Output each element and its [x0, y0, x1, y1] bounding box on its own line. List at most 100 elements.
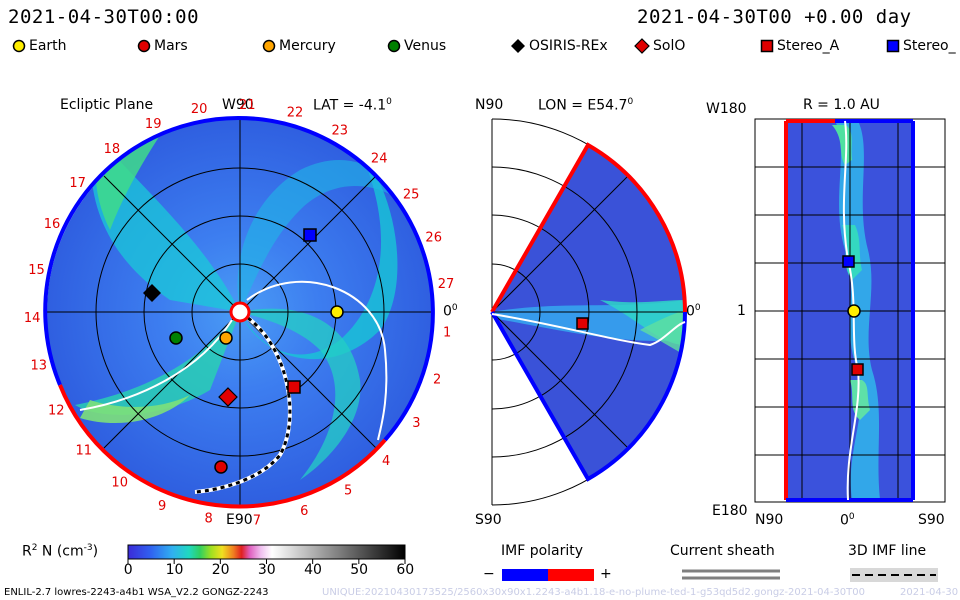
- stereo-a-meridional-marker: [576, 317, 589, 330]
- footer-meta: UNIQUE:20210430173525/2560x30x90x1.2243-…: [322, 587, 865, 598]
- current-sheath-title: Current sheath: [670, 543, 775, 559]
- legend-label: Earth: [29, 38, 67, 54]
- ecliptic-lat-label: LAT = -4.10: [313, 97, 392, 114]
- sector-number: 15: [28, 263, 45, 278]
- right-r-label: R = 1.0 AU: [803, 97, 880, 113]
- sector-number: 27: [438, 277, 455, 292]
- imf-pos-bar: [548, 569, 594, 581]
- earth-marker-icon: [12, 39, 26, 53]
- mars-ecliptic-marker: [214, 460, 228, 474]
- legend-osiris-rex: OSIRIS-REx: [510, 38, 608, 54]
- legend-mercury: Mercury: [262, 38, 336, 54]
- right-x-tick-0: 00: [840, 512, 855, 529]
- colorbar-tick-label: 30: [257, 562, 276, 578]
- colorbar-tick-label: 60: [396, 562, 415, 578]
- stereo-a-marker-icon: [760, 39, 774, 53]
- mars-marker-icon: [137, 39, 151, 53]
- stereo-a-r1au-marker: [851, 363, 864, 376]
- ecliptic-title: Ecliptic Plane: [60, 97, 154, 113]
- sector-number: 5: [344, 484, 352, 499]
- osiris-rex-ecliptic-marker: [143, 284, 161, 302]
- imf-polarity-title: IMF polarity: [501, 543, 584, 559]
- sector-number: 20: [191, 102, 208, 117]
- imf-line-white: [246, 280, 388, 441]
- sector-number: 23: [332, 124, 349, 139]
- colorbar-label: R2 N (cm-3): [22, 543, 99, 560]
- solo-ecliptic-marker: [218, 387, 238, 407]
- right-top-left: W180: [706, 101, 747, 117]
- sector-number: 25: [403, 188, 420, 203]
- solo-marker-icon: [634, 38, 650, 54]
- imf-neg-bar: [502, 569, 548, 581]
- mid-imf-line: [491, 313, 686, 347]
- legend-label: OSIRIS-REx: [529, 38, 608, 54]
- footer-far-right: 2021-04-30: [900, 587, 958, 598]
- earth-ecliptic-marker: [330, 305, 344, 319]
- sector-number: 21: [239, 98, 256, 113]
- stereo-b-marker-icon: [886, 39, 900, 53]
- sector-number: 3: [412, 416, 420, 431]
- sector-number: 9: [158, 499, 166, 514]
- imf-plus: +: [600, 566, 612, 582]
- date-right: 2021-04-30T00 +0.00 day: [637, 6, 912, 28]
- legend-stereo-a: Stereo_A: [760, 38, 839, 54]
- stereo-b-r1au-marker: [842, 255, 855, 268]
- sector-number: 6: [300, 504, 308, 519]
- sector-number: 22: [287, 105, 304, 120]
- sector-number: 14: [24, 311, 41, 326]
- legend-label: Mercury: [279, 38, 336, 54]
- sector-number: 4: [382, 454, 390, 469]
- sun-marker: [229, 301, 251, 323]
- sector-number: 12: [48, 404, 65, 419]
- osiris-rex-marker-icon: [511, 39, 525, 53]
- right-bottom-left: E180: [712, 503, 748, 519]
- mid-lon-label: LON = E54.70: [538, 97, 634, 114]
- colorbar-gradient: [127, 544, 406, 560]
- legend-label: SolO: [653, 38, 686, 54]
- sector-number: 19: [145, 117, 162, 132]
- imf3d-title: 3D IMF line: [848, 543, 927, 559]
- date-left: 2021-04-30T00:00: [8, 6, 200, 28]
- ecliptic-bottom-label: E90: [226, 512, 253, 528]
- colorbar-tick-label: 10: [165, 562, 184, 578]
- sector-number: 8: [205, 512, 213, 527]
- right-x-tick-s90: S90: [918, 512, 945, 528]
- colorbar-tick-label: 40: [304, 562, 322, 578]
- ecliptic-border-neg: [43, 115, 382, 386]
- mid-right-label: 00: [686, 303, 701, 320]
- ecliptic-right-label: 00: [443, 303, 458, 320]
- imf-minus: −: [483, 566, 495, 582]
- mercury-ecliptic-marker: [219, 331, 233, 345]
- sector-number: 18: [104, 142, 121, 157]
- footer-left: ENLIL-2.7 lowres-2243-a4b1 WSA_V2.2 GONG…: [4, 587, 269, 598]
- mid-bottom-left: S90: [475, 512, 502, 528]
- earth-r1au-marker: [847, 304, 861, 318]
- legend-venus: Venus: [387, 38, 446, 54]
- colorbar-tick-label: 0: [123, 562, 133, 578]
- ecliptic-top-label: W90: [222, 97, 254, 113]
- legend-earth: Earth: [12, 38, 67, 54]
- sector-number: 26: [425, 230, 442, 245]
- sector-number: 24: [371, 151, 388, 166]
- ecliptic-border-pos: [58, 384, 387, 509]
- colorbar-ticks: [127, 559, 406, 564]
- right-mid-left: 1: [737, 303, 746, 319]
- r-1au-imf-line: [842, 120, 860, 501]
- right-x-tick-n90: N90: [755, 512, 784, 528]
- sector-number: 11: [76, 443, 93, 458]
- legend-solo: SolO: [634, 38, 685, 54]
- colorbar-tick-label: 20: [211, 562, 230, 578]
- ecliptic-density-arms: [75, 119, 400, 480]
- colorbar-tick-label: 50: [350, 562, 369, 578]
- sector-number: 17: [69, 176, 86, 191]
- venus-marker-icon: [387, 39, 401, 53]
- legend-label: Stereo_A: [777, 38, 840, 54]
- sector-number: 7: [253, 513, 261, 528]
- sector-number: 16: [44, 217, 61, 232]
- stereo-b-ecliptic-marker: [303, 228, 317, 242]
- colorbar-tick-labels: 0 10 20 30 40 50 60: [0, 562, 960, 582]
- sector-number: 1: [443, 325, 451, 340]
